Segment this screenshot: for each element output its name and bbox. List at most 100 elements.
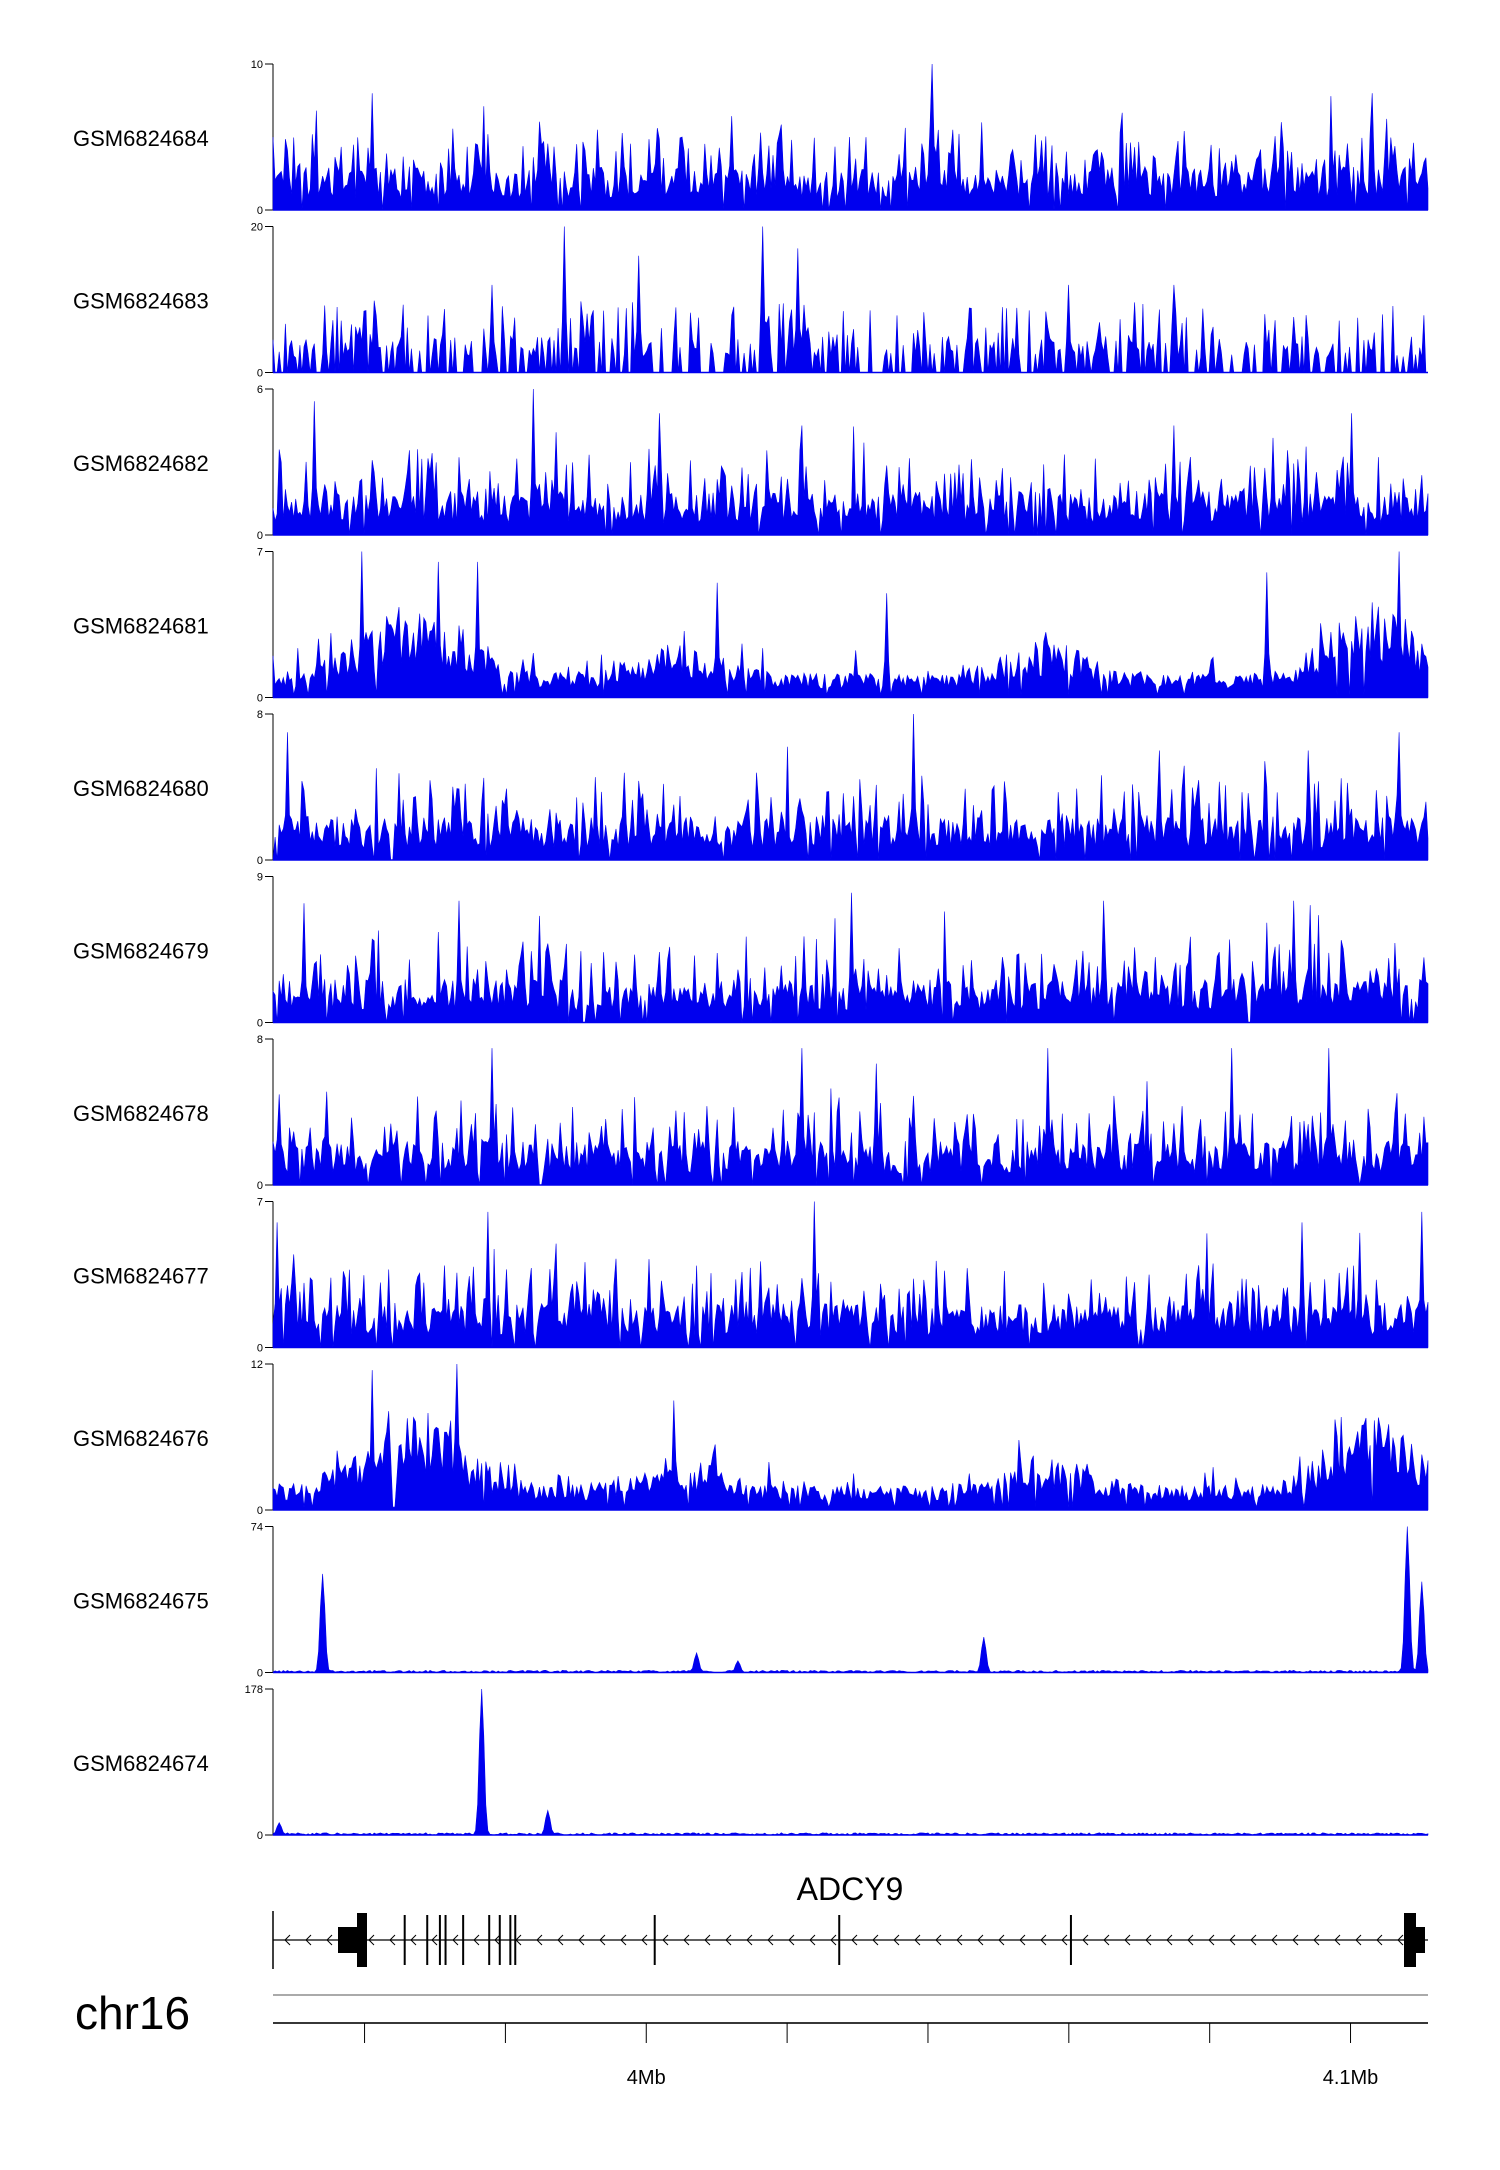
y-max-label: 6 xyxy=(257,384,263,396)
track-label: GSM6824679 xyxy=(73,939,209,964)
track-label: GSM6824675 xyxy=(73,1589,209,1614)
track-GSM6824676: GSM6824676 12 0 xyxy=(73,1359,1429,1517)
y-max-label: 10 xyxy=(251,59,263,71)
strand-arrow xyxy=(473,1934,480,1946)
strand-arrow xyxy=(389,1934,396,1946)
track-label: GSM6824678 xyxy=(73,1101,209,1126)
signal-area xyxy=(272,551,1429,698)
signal-area xyxy=(272,1048,1429,1186)
strand-arrow xyxy=(641,1934,648,1946)
gene-annotation: ADCY9 xyxy=(272,1871,1428,1969)
signal-area xyxy=(272,713,1429,861)
signal-tracks: GSM6824684100GSM6824683200GSM682468260GS… xyxy=(73,59,1429,1842)
exon-coding xyxy=(357,1913,367,1967)
strand-arrow xyxy=(1019,1934,1026,1946)
track-label: GSM6824683 xyxy=(73,289,209,314)
y-min-label: 0 xyxy=(257,1830,263,1842)
strand-arrow xyxy=(1145,1934,1152,1946)
exon-utr xyxy=(1416,1927,1425,1953)
exon-utr xyxy=(338,1927,358,1953)
chromosome-axis: chr16 4Mb 4.1Mb xyxy=(75,1987,1428,2089)
signal-area xyxy=(272,388,1429,536)
track-GSM6824681: GSM6824681 7 0 xyxy=(73,547,1429,705)
track-label: GSM6824682 xyxy=(73,451,209,476)
strand-arrow xyxy=(893,1934,900,1946)
track-GSM6824683: GSM6824683 20 0 xyxy=(73,222,1428,380)
strand-arrow xyxy=(1082,1934,1089,1946)
signal-area xyxy=(272,1526,1429,1673)
track-label: GSM6824676 xyxy=(73,1426,209,1451)
y-min-label: 0 xyxy=(257,1018,263,1030)
strand-arrow xyxy=(1061,1934,1068,1946)
track-GSM6824682: GSM6824682 6 0 xyxy=(73,384,1429,542)
strand-arrow xyxy=(1166,1934,1173,1946)
strand-arrow xyxy=(431,1934,438,1946)
track-GSM6824675: GSM6824675 74 0 xyxy=(73,1522,1429,1680)
strand-arrow xyxy=(977,1934,984,1946)
y-min-label: 0 xyxy=(257,368,263,380)
y-max-label: 7 xyxy=(257,1197,263,1209)
strand-arrow xyxy=(1103,1934,1110,1946)
strand-arrow xyxy=(956,1934,963,1946)
strand-arrow xyxy=(1397,1934,1404,1946)
axis-tick-label: 4.1Mb xyxy=(1323,2067,1379,2089)
strand-arrow xyxy=(599,1934,606,1946)
signal-area xyxy=(272,892,1429,1023)
strand-arrow xyxy=(536,1934,543,1946)
y-min-label: 0 xyxy=(257,530,263,542)
strand-arrow xyxy=(725,1934,732,1946)
strand-arrow xyxy=(620,1934,627,1946)
track-label: GSM6824684 xyxy=(73,126,209,151)
strand-arrow xyxy=(326,1934,333,1946)
strand-arrow xyxy=(1124,1934,1131,1946)
strand-arrow xyxy=(1334,1934,1341,1946)
strand-arrow xyxy=(998,1934,1005,1946)
strand-arrow xyxy=(1355,1934,1362,1946)
track-GSM6824679: GSM6824679 9 0 xyxy=(73,872,1429,1030)
track-label: GSM6824674 xyxy=(73,1751,209,1776)
track-label: GSM6824680 xyxy=(73,776,209,801)
y-max-label: 8 xyxy=(257,709,263,721)
strand-arrow xyxy=(494,1934,501,1946)
strand-arrow xyxy=(746,1934,753,1946)
signal-area xyxy=(272,226,1428,373)
track-label: GSM6824677 xyxy=(73,1264,209,1289)
signal-area xyxy=(272,63,1429,211)
signal-area xyxy=(272,1201,1429,1348)
strand-arrow xyxy=(410,1934,417,1946)
y-max-label: 20 xyxy=(251,222,263,234)
strand-arrow xyxy=(914,1934,921,1946)
gene-name-label: ADCY9 xyxy=(797,1871,904,1907)
axis-tick-label: 4Mb xyxy=(627,2067,666,2089)
y-max-label: 8 xyxy=(257,1034,263,1046)
signal-area xyxy=(272,1363,1429,1511)
chromosome-label: chr16 xyxy=(75,1987,190,2039)
track-GSM6824680: GSM6824680 8 0 xyxy=(73,709,1429,867)
y-min-label: 0 xyxy=(257,1668,263,1680)
strand-arrow xyxy=(851,1934,858,1946)
strand-arrow xyxy=(704,1934,711,1946)
strand-arrow xyxy=(1040,1934,1047,1946)
strand-arrow xyxy=(1208,1934,1215,1946)
y-min-label: 0 xyxy=(257,205,263,217)
y-min-label: 0 xyxy=(257,1505,263,1517)
strand-arrow xyxy=(872,1934,879,1946)
track-GSM6824674: GSM6824674 178 0 xyxy=(73,1684,1429,1842)
strand-arrow xyxy=(1187,1934,1194,1946)
strand-arrow xyxy=(1292,1934,1299,1946)
strand-arrow xyxy=(830,1934,837,1946)
signal-area xyxy=(272,1688,1429,1836)
y-max-label: 7 xyxy=(257,547,263,559)
track-GSM6824678: GSM6824678 8 0 xyxy=(73,1034,1429,1192)
y-min-label: 0 xyxy=(257,693,263,705)
strand-arrow xyxy=(368,1934,375,1946)
strand-arrow xyxy=(1229,1934,1236,1946)
y-max-label: 178 xyxy=(245,1684,263,1696)
strand-arrow xyxy=(1250,1934,1257,1946)
strand-arrow xyxy=(935,1934,942,1946)
strand-arrow xyxy=(1376,1934,1383,1946)
strand-arrow xyxy=(767,1934,774,1946)
y-max-label: 74 xyxy=(251,1522,263,1534)
strand-arrow xyxy=(683,1934,690,1946)
